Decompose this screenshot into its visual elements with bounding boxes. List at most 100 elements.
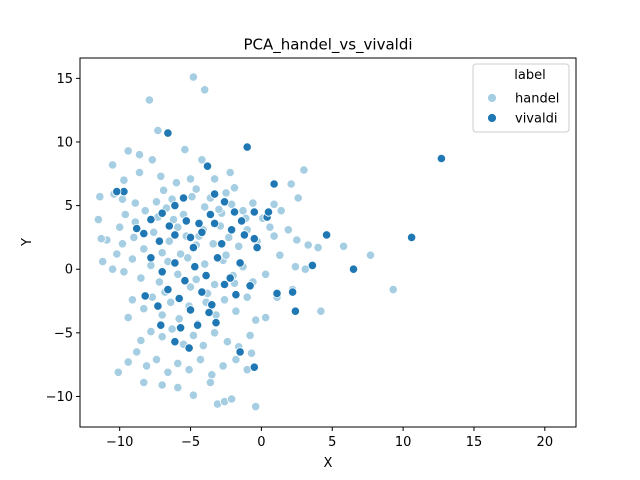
y-tick-label-0: 0 (65, 263, 73, 278)
point-vivaldi-3 (321, 230, 332, 240)
point-vivaldi-1 (406, 232, 417, 242)
point-vivaldi-12 (202, 161, 213, 171)
point-handel-47 (157, 248, 167, 258)
point-handel-14 (185, 174, 196, 184)
point-handel-150 (130, 198, 140, 208)
y-tick-label--5: −5 (54, 326, 73, 341)
point-handel-8 (108, 160, 118, 170)
legend-label-handel: handel (515, 92, 559, 107)
point-vivaldi-50 (207, 300, 217, 310)
point-handel-98 (242, 292, 252, 302)
point-handel-76 (200, 259, 210, 269)
point-vivaldi-30 (227, 225, 237, 235)
point-handel-120 (151, 354, 162, 365)
point-handel-137 (227, 394, 237, 404)
point-handel-119 (142, 361, 152, 371)
point-handel-144 (221, 250, 231, 260)
plot-frame (79, 57, 577, 428)
point-handel-28 (187, 192, 197, 202)
point-handel-117 (132, 347, 142, 357)
legend-marker-vivaldi (487, 113, 497, 123)
point-handel-114 (222, 337, 232, 347)
y-tick-label-15: 15 (56, 72, 73, 87)
point-handel-90 (166, 297, 176, 307)
point-vivaldi-38 (190, 262, 200, 272)
point-handel-12 (156, 171, 166, 181)
point-handel-73 (173, 269, 183, 279)
point-handel-39 (293, 193, 303, 203)
point-vivaldi-6 (287, 287, 298, 297)
point-vivaldi-60 (249, 362, 259, 372)
point-handel-111 (188, 330, 198, 340)
point-vivaldi-2 (348, 264, 359, 274)
point-vivaldi-19 (157, 208, 167, 218)
point-handel-20 (95, 192, 105, 202)
point-vivaldi-67 (239, 230, 249, 240)
point-vivaldi-43 (245, 281, 255, 291)
point-vivaldi-18 (170, 201, 180, 211)
x-axis-label: X (324, 456, 333, 471)
point-handel-89 (157, 310, 167, 320)
x-tick-label-0: 0 (257, 435, 265, 450)
point-handel-82 (260, 269, 271, 279)
point-vivaldi-63 (217, 239, 227, 249)
point-vivaldi-7 (272, 288, 282, 298)
point-handel-133 (188, 390, 198, 400)
point-handel-6 (180, 145, 190, 155)
point-handel-86 (127, 295, 137, 305)
x-tick-label-15: 15 (466, 435, 483, 450)
point-vivaldi-15 (205, 209, 215, 220)
point-handel-45 (139, 244, 149, 254)
point-handel-105 (123, 312, 133, 323)
point-vivaldi-40 (212, 253, 223, 263)
point-handel-151 (115, 222, 125, 232)
point-handel-36 (269, 199, 279, 209)
point-vivaldi-17 (181, 216, 191, 226)
point-vivaldi-46 (163, 284, 173, 295)
legend-box (472, 63, 570, 133)
chart-title: PCA_handel_vs_vivaldi (243, 36, 412, 55)
point-handel-41 (93, 215, 104, 225)
point-handel-106 (136, 335, 146, 346)
point-handel-153 (191, 184, 201, 194)
point-handel-157 (283, 225, 293, 235)
legend-title: label (514, 68, 545, 83)
point-handel-140 (168, 215, 179, 225)
point-vivaldi-61 (204, 307, 214, 318)
point-vivaldi-13 (163, 128, 173, 138)
point-handel-91 (174, 314, 184, 324)
y-axis: −10 −5 0 5 10 15 (46, 72, 80, 405)
point-vivaldi-21 (132, 223, 142, 234)
point-handel-70 (146, 260, 156, 270)
point-handel-15 (210, 174, 220, 184)
point-handel-107 (146, 326, 156, 337)
point-handel-112 (198, 340, 208, 351)
point-handel-116 (245, 330, 255, 340)
point-handel-77 (210, 279, 220, 290)
point-handel-75 (191, 274, 201, 284)
point-vivaldi-56 (211, 318, 221, 328)
point-vivaldi-42 (235, 258, 245, 268)
point-handel-5 (134, 150, 145, 160)
points-layer (93, 72, 446, 412)
point-handel-7 (197, 155, 207, 165)
point-handel-134 (205, 377, 215, 388)
point-handel-24 (151, 197, 162, 207)
point-vivaldi-33 (263, 207, 274, 217)
point-handel-152 (159, 185, 169, 195)
point-handel-60 (292, 235, 302, 245)
point-handel-146 (185, 282, 196, 292)
point-handel-33 (238, 206, 248, 216)
point-vivaldi-23 (112, 187, 122, 197)
point-handel-21 (120, 209, 130, 220)
point-vivaldi-24 (139, 229, 149, 239)
point-handel-158 (96, 234, 106, 244)
point-handel-138 (251, 401, 261, 412)
point-handel-154 (221, 188, 231, 198)
point-handel-0 (188, 72, 198, 82)
point-handel-74 (183, 253, 193, 263)
point-vivaldi-5 (290, 306, 300, 316)
point-handel-64 (365, 250, 376, 260)
point-handel-130 (139, 377, 149, 388)
point-vivaldi-47 (174, 293, 184, 304)
